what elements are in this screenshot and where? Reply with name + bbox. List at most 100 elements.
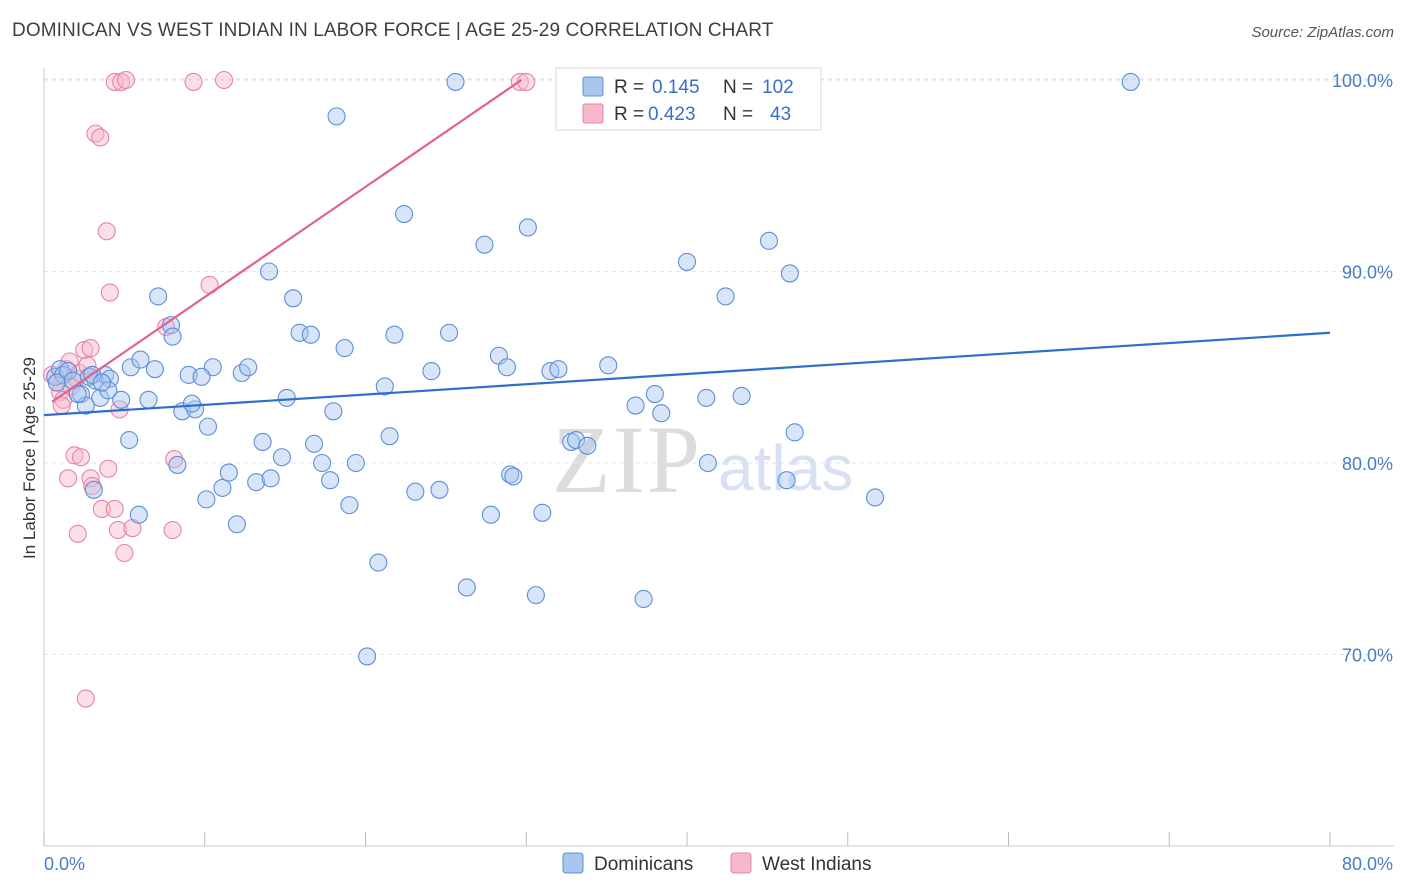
dominicans-point-30 <box>219 463 238 482</box>
west-indians-point-41 <box>76 689 95 708</box>
west-indians-point-27 <box>163 520 182 540</box>
dominicans-point-18 <box>139 390 158 409</box>
trend-lines <box>43 79 1331 417</box>
stats-legend-swatch-dominicans <box>582 76 604 97</box>
stats-legend: R = 0.145 N = 102 R = 0.423 N = 43 <box>555 67 822 131</box>
west-indians-point-32 <box>105 72 124 91</box>
west-indians-point-14 <box>59 469 78 488</box>
dominicans-point-41 <box>313 453 332 473</box>
dominicans-point-100 <box>168 455 187 474</box>
west-indians-point-17 <box>81 469 100 488</box>
dominicans-point-53 <box>406 482 425 501</box>
west-indians-point-26 <box>165 450 184 469</box>
dominicans-point-40 <box>301 325 320 344</box>
bottom-legend: Dominicans West Indians <box>562 852 871 875</box>
dominicans-point-35 <box>261 469 280 488</box>
west-indians-trend-line <box>51 79 523 403</box>
west-indians-point-36 <box>214 70 234 90</box>
dominicans-point-46 <box>346 453 365 473</box>
dominicans-point-73 <box>626 396 645 415</box>
dominicans-point-84 <box>785 423 804 442</box>
dominicans-point-71 <box>578 436 597 455</box>
dominicans-point-82 <box>777 471 796 490</box>
stats-r-label-west-indians: R = <box>614 104 644 125</box>
legend-swatch-west-indians <box>730 852 752 874</box>
west-indians-point-31 <box>100 283 119 302</box>
dominicans-point-89 <box>305 434 324 453</box>
west-indians-point-10 <box>78 356 97 375</box>
dominicans-point-21 <box>163 327 182 346</box>
west-indians-point-29 <box>91 128 110 147</box>
dominicans-point-90 <box>227 515 246 534</box>
dominicans-point-68 <box>549 360 568 379</box>
dominicans-point-87 <box>497 358 517 377</box>
dominicans-point-64 <box>518 218 537 237</box>
dominicans-point-42 <box>321 471 340 490</box>
legend-swatch-dominicans <box>562 852 584 874</box>
dominicans-point-98 <box>92 373 111 392</box>
stats-n-value-west-indians: 43 <box>770 104 791 125</box>
dominicans-point-101 <box>84 480 103 499</box>
west-indians-point-35 <box>184 72 203 91</box>
dominicans-point-16 <box>120 430 139 450</box>
dominicans-point-4 <box>59 362 78 381</box>
dominicans-point-79 <box>698 453 717 473</box>
west-indians-point-16 <box>71 448 91 467</box>
dominicans-point-76 <box>652 404 671 423</box>
dominicans-point-59 <box>475 235 494 254</box>
stats-n-label-west-indians: N = <box>723 104 753 125</box>
dominicans-point-55 <box>430 480 449 499</box>
dominicans-point-93 <box>259 262 279 281</box>
dominicans-point-32 <box>239 358 258 377</box>
west-indians-point-22 <box>99 459 118 478</box>
watermark-atlas: atlas <box>718 432 853 504</box>
west-indians-point-20 <box>68 524 87 543</box>
dominicans-point-94 <box>716 287 735 306</box>
dominicans-point-29 <box>213 478 232 497</box>
dominicans-point-65 <box>526 586 545 605</box>
dominicans-point-92 <box>327 107 346 126</box>
dominicans-point-39 <box>290 323 309 342</box>
west-indians-point-23 <box>105 499 124 519</box>
source-label: Source: ZipAtlas.com <box>1251 24 1394 41</box>
dominicans-point-45 <box>340 496 359 515</box>
y-tick-label-80: 80.0% <box>1342 454 1393 474</box>
chart-title: DOMINICAN VS WEST INDIAN IN LABOR FORCE … <box>12 20 774 41</box>
dominicans-point-54 <box>422 362 441 381</box>
stats-r-label-dominicans: R = <box>614 77 644 98</box>
x-tick-label-max: 80.0% <box>1342 854 1393 874</box>
dominicans-point-99 <box>192 367 211 386</box>
y-tick-label-70: 70.0% <box>1342 646 1393 666</box>
dominicans-point-96 <box>99 381 118 400</box>
dominicans-point-15 <box>121 358 140 377</box>
west-indians-point-24 <box>115 543 134 563</box>
dominicans-point-50 <box>380 427 399 446</box>
legend-label-dominicans: Dominicans <box>594 854 693 875</box>
dominicans-point-86 <box>1121 72 1140 91</box>
dominicans-point-81 <box>759 231 779 250</box>
dominicans-point-27 <box>198 417 218 436</box>
dominicans-point-37 <box>277 388 296 407</box>
west-indians-point-9 <box>75 340 94 360</box>
dominicans-point-36 <box>272 448 291 467</box>
west-indians-point-15 <box>65 446 84 465</box>
dominicans-point-34 <box>253 432 272 451</box>
legend-label-west-indians: West Indians <box>762 854 871 875</box>
west-indians-point-19 <box>92 499 111 519</box>
dominicans-point-33 <box>247 473 266 492</box>
dominicans-point-74 <box>634 589 653 609</box>
y-tick-label-90: 90.0% <box>1342 263 1393 283</box>
dominicans-point-83 <box>780 264 799 283</box>
x-tick-marks <box>43 832 1331 846</box>
dominicans-point-97 <box>68 385 87 404</box>
dominicans-point-43 <box>324 402 343 421</box>
y-tick-labels: 70.0% 80.0% 90.0% 100.0% <box>1332 71 1393 666</box>
dominicans-point-44 <box>335 339 354 358</box>
dominicans-point-75 <box>645 385 664 404</box>
dominicans-point-80 <box>732 386 751 406</box>
x-tick-label-min: 0.0% <box>44 854 85 874</box>
stats-r-value-west-indians: 0.423 <box>648 104 696 125</box>
dominicans-point-47 <box>358 647 377 666</box>
dominicans-point-78 <box>697 388 716 407</box>
